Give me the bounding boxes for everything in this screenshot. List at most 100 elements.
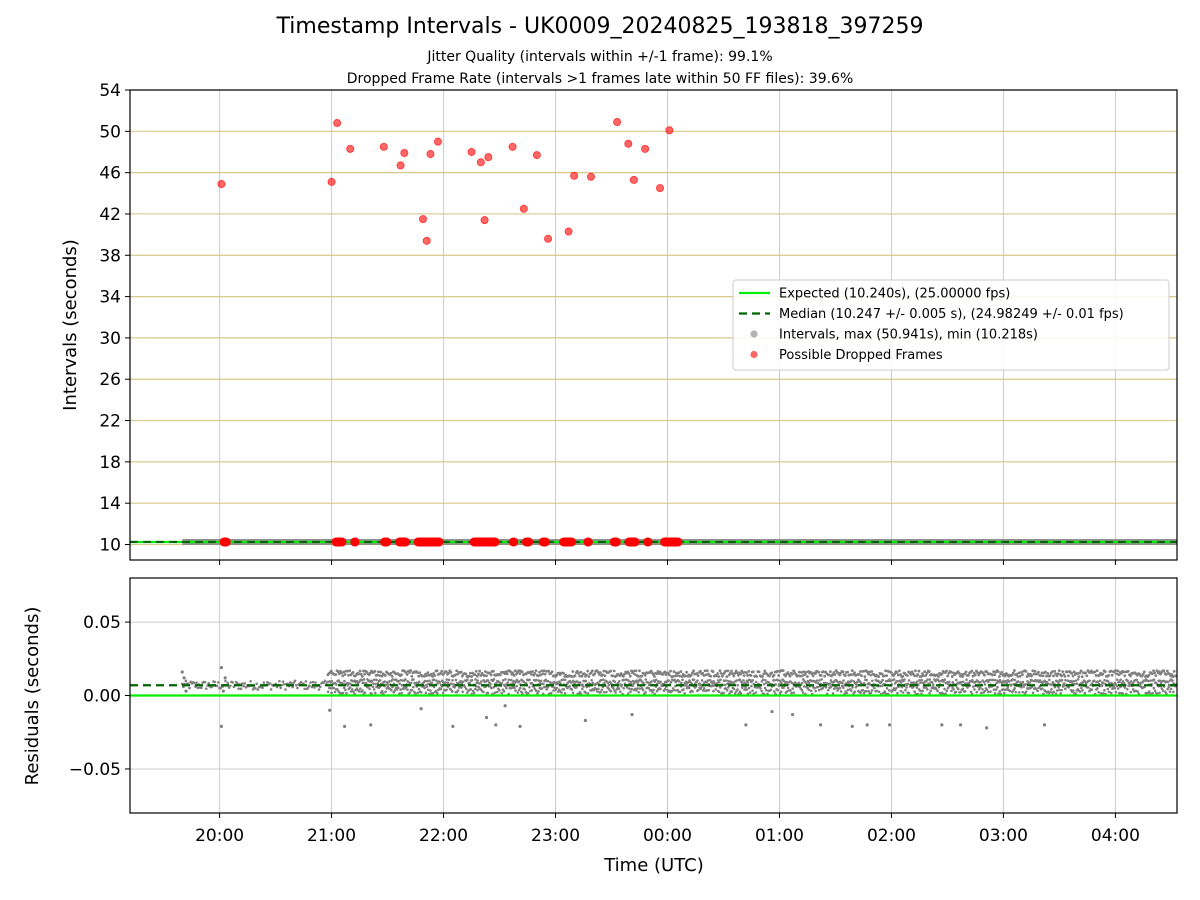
residual-point	[584, 679, 588, 683]
residual-point	[733, 672, 737, 675]
residual-point	[915, 686, 919, 689]
residual-point	[332, 686, 336, 690]
residual-point	[832, 671, 836, 674]
residual-point	[1098, 679, 1102, 683]
residual-point	[915, 680, 919, 683]
residual-point	[1069, 679, 1073, 683]
intervals-y-tick-label: 26	[99, 370, 121, 390]
residual-point	[707, 688, 711, 692]
residual-point	[1158, 679, 1162, 683]
residual-point	[739, 672, 743, 676]
residual-point	[800, 681, 804, 685]
residual-point	[777, 684, 781, 688]
residual-point	[745, 688, 749, 692]
residual-point	[556, 690, 560, 694]
residual-point	[906, 682, 910, 686]
residual-point	[670, 689, 674, 693]
residual-point	[963, 690, 967, 693]
residual-point	[917, 669, 921, 673]
residual-point	[785, 690, 789, 693]
residual-point	[512, 674, 516, 677]
residual-point	[396, 686, 400, 690]
residual-point	[439, 687, 443, 691]
residual-point	[869, 691, 873, 695]
residual-point	[431, 692, 435, 695]
residual-point	[539, 673, 542, 677]
dropped-frame-point	[422, 236, 431, 245]
residual-point	[710, 684, 714, 688]
residual-point	[384, 690, 387, 694]
residual-point	[522, 680, 526, 684]
residual-outlier-point	[419, 707, 423, 711]
residual-point	[961, 687, 965, 691]
residual-point	[789, 689, 792, 692]
residual-point	[724, 679, 728, 682]
residual-point	[243, 682, 246, 685]
residual-point	[483, 670, 487, 673]
residual-point	[1071, 674, 1075, 678]
dropped-frame-point	[665, 126, 674, 135]
residual-point	[517, 680, 521, 683]
residual-point	[378, 674, 381, 677]
residual-point	[836, 689, 839, 692]
residual-point	[536, 674, 540, 678]
residual-point	[360, 678, 363, 682]
intervals-y-tick-label: 30	[99, 329, 121, 349]
residual-point	[921, 689, 924, 693]
residual-point	[803, 673, 807, 676]
residual-point	[236, 682, 239, 685]
residual-point	[853, 671, 856, 675]
residual-point	[518, 672, 522, 676]
residual-point	[489, 673, 493, 677]
residual-point	[1074, 679, 1078, 683]
residual-point	[1122, 681, 1126, 685]
residual-point	[980, 691, 983, 695]
residual-point	[909, 673, 913, 676]
residual-point	[663, 670, 667, 674]
residual-point	[702, 687, 706, 690]
residual-point	[800, 688, 804, 692]
residual-point	[410, 674, 414, 678]
residual-point	[482, 674, 486, 677]
residual-point	[725, 689, 729, 692]
residual-point	[445, 688, 448, 692]
residual-point	[945, 689, 949, 693]
residual-point	[537, 679, 541, 682]
residual-point	[981, 687, 984, 691]
residual-point	[407, 681, 411, 684]
residual-point	[537, 690, 540, 693]
residual-point	[751, 689, 754, 692]
residual-point	[901, 674, 905, 678]
residual-point	[895, 671, 899, 674]
residual-outlier-point	[328, 708, 332, 712]
residual-point	[1179, 670, 1182, 673]
residual-point	[650, 680, 653, 683]
residual-point	[816, 685, 820, 689]
residual-point	[786, 686, 790, 690]
residual-point	[1060, 688, 1064, 692]
residual-point	[1129, 690, 1133, 694]
residual-point	[397, 679, 400, 683]
time-x-tick-label: 01:00	[755, 826, 804, 846]
residual-point	[1117, 673, 1121, 677]
residual-point	[1147, 690, 1151, 693]
residual-point	[1006, 686, 1010, 689]
residual-point	[835, 686, 838, 690]
residual-point	[735, 679, 738, 682]
residual-point	[269, 688, 273, 691]
residual-point	[586, 692, 590, 695]
residual-point	[985, 670, 989, 674]
residual-point	[696, 674, 700, 678]
residual-point	[509, 670, 513, 674]
residual-point	[1147, 673, 1151, 677]
residual-point	[486, 679, 490, 682]
residual-point	[728, 692, 731, 695]
residual-point	[513, 669, 517, 673]
residual-point	[451, 678, 454, 682]
residual-point	[926, 678, 929, 681]
residual-point	[1103, 670, 1107, 674]
residual-point	[1123, 674, 1127, 678]
residual-point	[964, 670, 968, 674]
residual-point	[1088, 689, 1091, 693]
residual-point	[505, 686, 508, 690]
